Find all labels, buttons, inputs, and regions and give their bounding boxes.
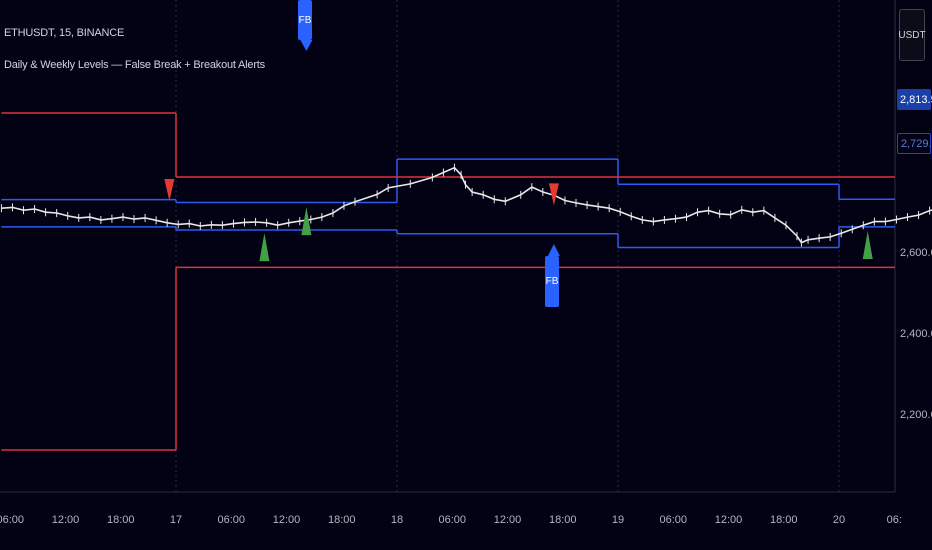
false-break-flag: FB [298,0,312,40]
bear-triangle [548,183,559,206]
x-tick-label: 06:00 [217,514,246,526]
y-tick-label: 2,400.00 [900,327,932,340]
x-tick-label: 18 [390,514,404,526]
legend-symbol: ETHUSDT, 15, BINANCE [4,27,125,39]
legend-indicator: Daily & Weekly Levels — False Break + Br… [4,59,265,71]
false-break-pointer [300,40,313,51]
x-tick-label: 18:00 [548,514,577,526]
false-break-pointer [547,244,560,256]
x-tick-label: 12:00 [272,514,301,526]
current-price-tag: 2,813.59 [897,89,932,110]
bull-triangle [862,231,873,260]
bear-triangle [164,178,175,201]
x-tick-label: 12:00 [51,514,80,526]
x-tick-label: 12:00 [493,514,522,526]
currency-button[interactable]: USDT [898,9,926,61]
x-tick-label: 18:00 [106,514,135,526]
x-tick-label: 17 [169,514,183,526]
x-tick-label: 18:00 [327,514,356,526]
false-break-flag: FB [545,256,559,307]
x-tick-label: 20 [832,514,846,526]
level-price-tag: 2,729.76 [897,133,932,154]
price-series-line [1,166,932,244]
x-tick-label: 19 [611,514,625,526]
bull-triangle [301,207,312,236]
x-tick-label: 06: [886,514,902,526]
bull-triangle [259,233,270,262]
y-tick-label: 2,600.00 [900,246,932,259]
x-tick-label: 06:00 [438,514,467,526]
x-tick-label: 06:00 [659,514,688,526]
x-tick-label: 12:00 [714,514,743,526]
y-tick-label: 2,200.00 [900,408,932,421]
x-tick-label: 06:00 [0,514,25,526]
x-tick-label: 18:00 [769,514,798,526]
